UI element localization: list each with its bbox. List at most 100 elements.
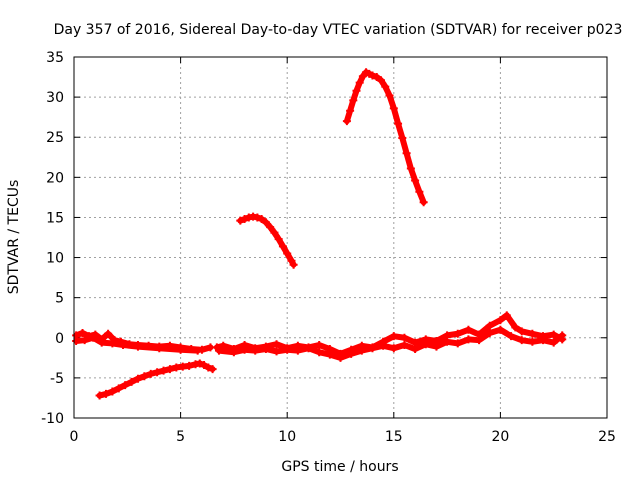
data-point (108, 387, 117, 396)
data-point (270, 228, 279, 237)
data-point (257, 215, 266, 224)
data-point (127, 377, 136, 386)
data-point (368, 71, 377, 80)
data-point (358, 72, 367, 81)
data-point (176, 345, 185, 354)
data-point (140, 372, 149, 381)
data-point (485, 328, 494, 337)
data-point (89, 333, 98, 342)
data-point (507, 332, 516, 341)
x-axis-label: GPS time / hours (281, 459, 398, 475)
data-point (389, 332, 398, 341)
x-tick-label: 20 (491, 429, 509, 445)
y-tick-label: -5 (50, 371, 64, 387)
data-point (528, 337, 537, 346)
data-point (402, 149, 411, 158)
data-point (304, 344, 313, 353)
y-tick-label: -10 (41, 411, 64, 427)
data-point (119, 340, 128, 349)
data-point (72, 336, 81, 345)
data-point (389, 344, 398, 353)
x-tick-label: 0 (70, 429, 79, 445)
data-point (121, 381, 130, 390)
data-point (372, 73, 381, 82)
data-point (95, 391, 104, 400)
data-point (406, 164, 415, 173)
data-point (349, 96, 358, 105)
data-point (208, 365, 217, 374)
data-point (289, 260, 298, 269)
data-point (278, 242, 287, 251)
data-point (133, 374, 142, 383)
data-point (357, 346, 366, 355)
data-point (394, 119, 403, 128)
series-negative-arc (95, 359, 217, 400)
data-point (485, 321, 494, 330)
data-point (389, 104, 398, 113)
series-mid-arc (236, 212, 298, 269)
data-point (80, 336, 89, 345)
data-point (379, 341, 388, 350)
plot-frame (73, 56, 608, 419)
data-point (253, 213, 262, 222)
data-point (200, 361, 209, 370)
data-point (195, 359, 204, 368)
data-point (293, 346, 302, 355)
data-point (411, 176, 420, 185)
data-point (355, 78, 364, 87)
data-point (347, 349, 356, 358)
data-point (240, 345, 249, 354)
data-point (539, 336, 548, 345)
data-point (159, 366, 168, 375)
data-point (398, 134, 407, 143)
data-point (146, 369, 155, 378)
data-point (352, 86, 361, 95)
data-point (421, 340, 430, 349)
data-point (496, 316, 505, 325)
data-point (381, 82, 390, 91)
data-point (475, 336, 484, 345)
data-point (251, 346, 260, 355)
data-point (272, 340, 281, 349)
data-point (315, 340, 324, 349)
data-point (155, 344, 164, 353)
data-point (261, 345, 270, 354)
data-point (443, 337, 452, 346)
data-point (153, 368, 162, 377)
series-near-zero-band-B (72, 333, 202, 355)
series-trace (73, 334, 201, 354)
data-point (283, 249, 292, 258)
data-point (325, 350, 334, 359)
data-point (453, 339, 462, 348)
data-point (502, 311, 511, 320)
data-point (415, 187, 424, 196)
data-point (385, 91, 394, 100)
data-point (261, 218, 270, 227)
y-tick-label: 35 (46, 50, 64, 66)
y-tick-label: 30 (46, 90, 64, 106)
y-tick-label: 20 (46, 170, 64, 186)
data-point (114, 384, 123, 393)
x-tick-label: 15 (385, 429, 403, 445)
data-point (453, 329, 462, 338)
chart-title: Day 357 of 2016, Sidereal Day-to-day VTE… (54, 22, 623, 38)
data-point (266, 223, 275, 232)
data-point (346, 106, 355, 115)
data-point (549, 338, 558, 347)
y-tick-label: 10 (46, 251, 64, 267)
data-point (400, 340, 409, 349)
y-tick-label: 5 (55, 291, 64, 307)
data-point (240, 215, 249, 224)
data-point (377, 76, 386, 85)
data-point (511, 323, 520, 332)
series-high-arc (342, 68, 428, 207)
data-point (204, 363, 213, 372)
y-tick-label: 0 (55, 331, 64, 347)
series-trace (96, 360, 216, 399)
grid (74, 57, 607, 418)
data-point (101, 389, 110, 398)
data-point (283, 345, 292, 354)
y-tick-label: 25 (46, 130, 64, 146)
data-point (104, 329, 113, 338)
